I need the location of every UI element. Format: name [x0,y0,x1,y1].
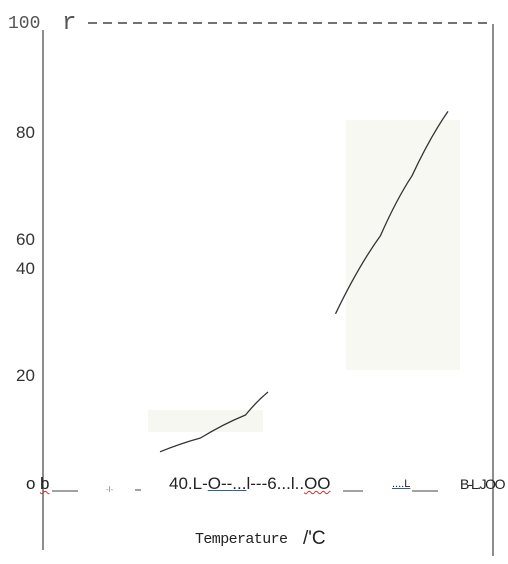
x-tick-part-b: O-- [207,474,233,493]
small-mark: -l- [106,485,113,494]
y-tick-20: 20 [16,366,35,385]
origin-label: o [26,474,36,493]
y-tick-100: 100 [8,14,41,34]
faint-shade-left [148,410,263,432]
data-curve [159,111,449,453]
x-tick-right: B-L.JOO [460,476,505,492]
x-axis-title: Temperature [195,531,288,548]
x-tick-part-f: ....L [392,478,411,490]
y-tick-40: 40 [16,259,35,278]
y-tick-80: 80 [16,123,35,142]
x-tick-part-c: ... [232,474,247,493]
x-tick-text: 40.L-O--...l---6...l..OO [169,474,331,494]
x-axis-unit: /'C [303,528,326,549]
r-mark: r [62,10,77,37]
x-tick-part-d: l---6...l.. [246,474,305,493]
x-tick-part-e: OO [304,474,331,493]
x-tick-part-a: 40.L- [169,474,208,493]
y-tick-60: 60 [16,230,35,249]
origin-label-b: b [40,474,50,493]
faint-shade-right [346,120,460,370]
